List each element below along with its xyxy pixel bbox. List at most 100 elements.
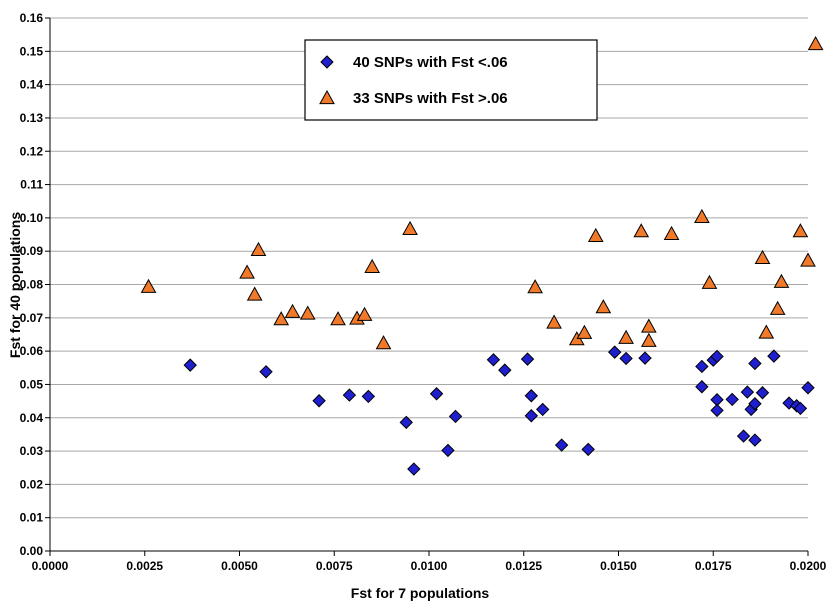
- data-point-high-fst: [527, 279, 543, 294]
- x-tick-label: 0.0075: [316, 559, 353, 573]
- data-point-high-fst: [640, 332, 657, 347]
- data-point-high-fst: [701, 274, 718, 289]
- x-tick-label: 0.0175: [695, 559, 732, 573]
- x-axis-tick-labels: 0.0000 0.0025 0.0050 0.0075 0.0100 0.0125 0.01…: [32, 559, 827, 573]
- data-point-low-fst: [448, 409, 463, 424]
- data-point-low-fst: [429, 387, 444, 401]
- y-tick-label: 0.15: [20, 44, 44, 58]
- y-tick-label: 0.03: [20, 444, 44, 458]
- legend-marker: [319, 89, 335, 105]
- data-point-low-fst: [695, 380, 709, 394]
- data-point-low-fst: [520, 352, 535, 366]
- data-point-high-fst: [576, 324, 593, 339]
- data-point-high-fst: [595, 299, 612, 314]
- data-point-high-fst: [546, 314, 562, 329]
- data-point-high-fst: [273, 311, 290, 326]
- data-point-high-fst: [284, 303, 301, 318]
- data-point-high-fst: [792, 223, 809, 238]
- y-tick-label: 0.09: [20, 244, 44, 258]
- data-point-low-fst: [767, 349, 781, 363]
- data-point-low-fst: [740, 385, 755, 399]
- data-point-high-fst: [246, 286, 263, 301]
- data-point-low-fst: [581, 442, 595, 457]
- data-point-high-fst: [239, 264, 255, 279]
- x-tick-label: 0.0200: [790, 559, 827, 573]
- data-point-low-fst: [725, 392, 739, 407]
- axes: [45, 17, 809, 556]
- data-point-high-fst: [769, 300, 786, 315]
- y-axis-label: Fst for 40 populations: [7, 212, 23, 358]
- y-tick-label: 0.16: [20, 11, 44, 25]
- y-tick-label: 0.14: [20, 78, 44, 92]
- data-point-high-fst: [754, 249, 771, 264]
- x-tick-label: 0.0150: [600, 559, 637, 573]
- data-point-low-fst: [695, 359, 709, 374]
- data-point-low-fst: [748, 356, 762, 371]
- data-point-low-fst: [801, 381, 815, 395]
- data-point-high-fst: [356, 306, 373, 321]
- data-point-high-fst: [140, 278, 157, 293]
- y-tick-label: 0.12: [20, 144, 44, 158]
- y-tick-label: 0.06: [20, 344, 44, 358]
- data-point-low-fst: [441, 443, 455, 458]
- y-axis-tick-labels: 0.00 0.01 0.02 0.03 0.04 0.05 0.06 0.07 0.08 0.09…: [20, 11, 44, 558]
- data-point-high-fst: [364, 258, 380, 273]
- data-point-low-fst: [638, 351, 652, 365]
- data-point-high-fst: [758, 324, 775, 339]
- y-tick-label: 0.11: [20, 178, 43, 192]
- x-tick-label: 0.0100: [411, 559, 448, 573]
- data-point-high-fst: [663, 225, 680, 240]
- data-point-high-fst: [773, 273, 790, 288]
- data-point-high-fst: [618, 329, 634, 344]
- data-point-low-fst: [608, 345, 622, 359]
- y-tick-label: 0.04: [20, 411, 44, 425]
- data-point-low-fst: [748, 433, 762, 447]
- data-point-high-fst: [402, 220, 418, 235]
- data-point-low-fst: [361, 389, 376, 404]
- data-point-low-fst: [755, 386, 770, 400]
- data-point-low-fst: [486, 353, 501, 367]
- data-point-high-fst: [800, 252, 816, 267]
- x-axis-label: Fst for 7 populations: [351, 585, 490, 601]
- data-point-low-fst: [312, 394, 326, 408]
- y-tick-label: 0.08: [20, 278, 44, 292]
- y-tick-label: 0.05: [20, 377, 44, 391]
- y-tick-label: 0.10: [20, 211, 44, 225]
- legend-marker: [320, 55, 334, 69]
- data-point-low-fst: [524, 409, 539, 423]
- legend-label: 33 SNPs with Fst >.06: [353, 90, 508, 107]
- y-tick-label: 0.13: [20, 111, 44, 125]
- data-point-low-fst: [399, 415, 413, 430]
- data-point-low-fst: [524, 389, 539, 403]
- data-point-low-fst: [342, 388, 357, 402]
- data-point-high-fst: [633, 223, 650, 238]
- legend-label: 40 SNPs with Fst <.06: [353, 54, 508, 71]
- data-point-low-fst: [259, 365, 273, 379]
- x-tick-label: 0.0050: [221, 559, 258, 573]
- data-point-high-fst: [299, 305, 316, 320]
- y-tick-label: 0.01: [20, 511, 44, 525]
- data-point-high-fst: [587, 227, 604, 242]
- x-tick-label: 0.0025: [126, 559, 163, 573]
- data-point-high-fst: [250, 241, 267, 256]
- y-tick-label: 0.00: [20, 544, 44, 558]
- data-point-low-fst: [736, 429, 751, 443]
- x-tick-label: 0.0125: [505, 559, 542, 573]
- data-point-high-fst: [640, 318, 657, 333]
- data-point-low-fst: [498, 363, 512, 377]
- x-tick-label: 0.0000: [32, 559, 69, 573]
- legend-box: [304, 39, 598, 121]
- data-point-low-fst: [407, 462, 421, 476]
- data-points: [140, 35, 824, 476]
- data-point-low-fst: [554, 438, 569, 452]
- data-point-low-fst: [535, 402, 550, 417]
- y-tick-label: 0.02: [20, 477, 44, 491]
- y-tick-label: 0.07: [20, 311, 44, 325]
- data-point-low-fst: [710, 349, 724, 364]
- data-point-low-fst: [619, 351, 633, 366]
- data-point-high-fst: [330, 311, 346, 326]
- data-point-high-fst: [807, 35, 824, 51]
- data-point-high-fst: [375, 335, 392, 350]
- data-point-low-fst: [183, 358, 197, 372]
